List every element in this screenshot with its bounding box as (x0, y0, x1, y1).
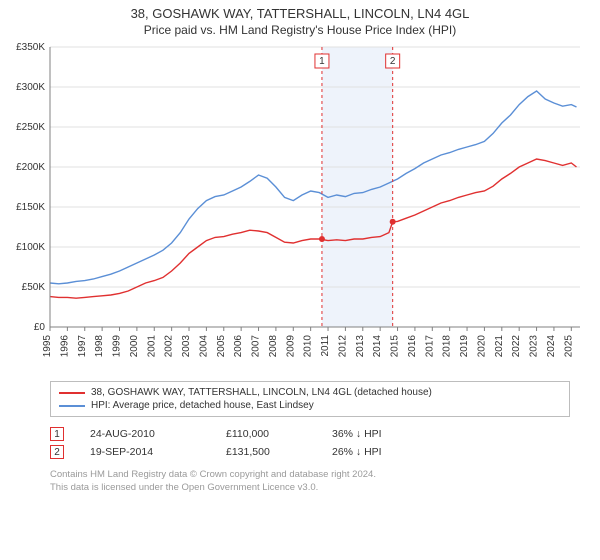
chart-title: 38, GOSHAWK WAY, TATTERSHALL, LINCOLN, L… (0, 6, 600, 21)
sale-date: 19-SEP-2014 (90, 446, 200, 458)
x-tick-label: 2024 (546, 335, 557, 358)
x-tick-label: 2022 (511, 335, 522, 358)
legend-swatch (59, 405, 85, 407)
x-tick-label: 2009 (285, 335, 296, 358)
x-tick-label: 2013 (355, 335, 366, 358)
x-tick-label: 1998 (94, 335, 105, 358)
x-tick-label: 1999 (112, 335, 123, 358)
y-tick-label: £100K (16, 242, 45, 253)
sale-date: 24-AUG-2010 (90, 428, 200, 440)
footer-line: Contains HM Land Registry data © Crown c… (50, 469, 570, 482)
line-chart: £0 £50K £100K £150K £200K £250K £300K £350K 1995… (0, 37, 600, 377)
sale-delta: 36% ↓ HPI (332, 428, 412, 440)
y-tick-label: £300K (16, 82, 45, 93)
x-tick-label: 2023 (529, 335, 540, 358)
x-tick-label: 2014 (372, 335, 383, 358)
y-tick-label: £50K (22, 282, 46, 293)
x-tick-label: 2020 (476, 335, 487, 358)
x-tick-label: 2016 (407, 335, 418, 358)
x-tick-label: 2001 (146, 335, 157, 358)
x-tick-label: 1996 (59, 335, 70, 358)
legend-swatch (59, 392, 85, 394)
x-tick-label: 2012 (337, 335, 348, 358)
y-tick-label: £200K (16, 162, 45, 173)
sale-price: £131,500 (226, 446, 306, 458)
sales-table: 1 24-AUG-2010 £110,000 36% ↓ HPI 2 19-SEP-201… (50, 425, 570, 461)
x-tick-label: 2003 (181, 335, 192, 358)
legend-label: 38, GOSHAWK WAY, TATTERSHALL, LINCOLN, L… (91, 387, 432, 398)
sale-point (319, 236, 325, 242)
sale-row: 2 19-SEP-2014 £131,500 26% ↓ HPI (50, 443, 570, 461)
legend-item: 38, GOSHAWK WAY, TATTERSHALL, LINCOLN, L… (59, 386, 561, 399)
x-tick-label: 2019 (459, 335, 470, 358)
x-tick-label: 2017 (424, 335, 435, 358)
x-tick-label: 2008 (268, 335, 279, 358)
x-tick-label: 2011 (320, 335, 331, 357)
sale-price: £110,000 (226, 428, 306, 440)
legend-label: HPI: Average price, detached house, East… (91, 400, 314, 411)
y-tick-label: £150K (16, 202, 45, 213)
footer-line: This data is licensed under the Open Gov… (50, 482, 570, 495)
x-tick-label: 2002 (164, 335, 175, 358)
x-tick-label: 2021 (494, 335, 505, 358)
x-tick-label: 2000 (129, 335, 140, 358)
y-tick-label: £0 (34, 322, 46, 333)
sale-point (390, 219, 396, 225)
legend-item: HPI: Average price, detached house, East… (59, 399, 561, 412)
chart-area: £0 £50K £100K £150K £200K £250K £300K £350K 1995… (0, 37, 600, 377)
sale-badge: 2 (50, 445, 64, 459)
x-tick-label: 2007 (251, 335, 262, 358)
sale-delta: 26% ↓ HPI (332, 446, 412, 458)
sale-badge: 1 (50, 427, 64, 441)
x-tick-label: 1997 (77, 335, 88, 358)
chart-subtitle: Price paid vs. HM Land Registry's House … (0, 23, 600, 37)
x-tick-label: 2018 (442, 335, 453, 358)
legend: 38, GOSHAWK WAY, TATTERSHALL, LINCOLN, L… (50, 381, 570, 417)
y-tick-label: £350K (16, 42, 45, 53)
x-tick-label: 2015 (390, 335, 401, 358)
x-tick-label: 2004 (198, 335, 209, 358)
footer-attribution: Contains HM Land Registry data © Crown c… (50, 469, 570, 495)
x-tick-label: 2010 (303, 335, 314, 358)
svg-text:1: 1 (319, 56, 325, 67)
x-tick-label: 1995 (42, 335, 53, 358)
x-tick-label: 2006 (233, 335, 244, 358)
x-tick-label: 2005 (216, 335, 227, 358)
x-tick-label: 2025 (563, 335, 574, 358)
svg-text:2: 2 (390, 56, 396, 67)
y-tick-label: £250K (16, 122, 45, 133)
sale-row: 1 24-AUG-2010 £110,000 36% ↓ HPI (50, 425, 570, 443)
